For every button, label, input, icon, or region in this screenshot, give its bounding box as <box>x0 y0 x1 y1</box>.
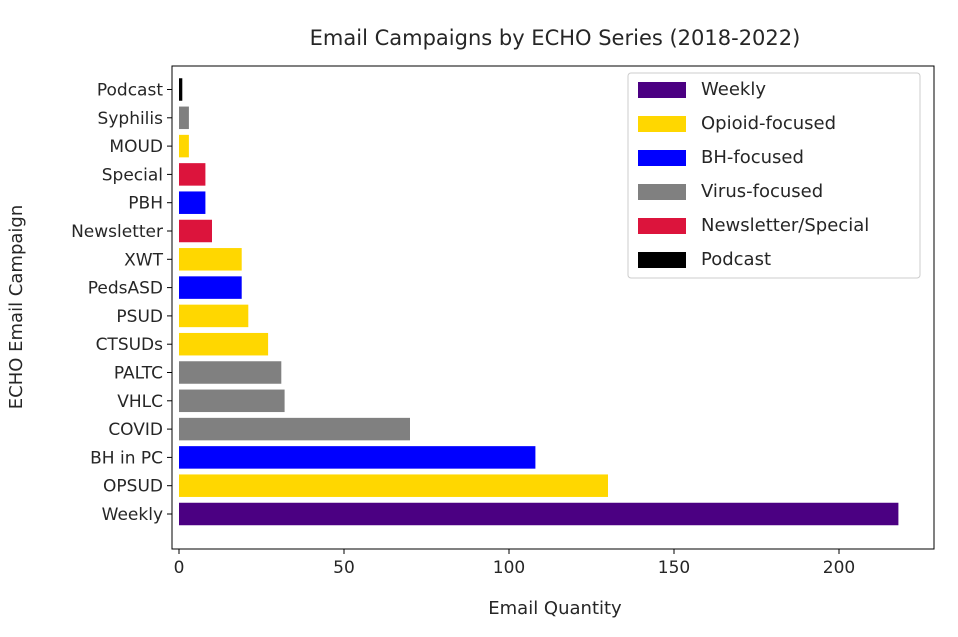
bar-special <box>179 163 206 186</box>
y-tick-label-psud: PSUD <box>116 307 163 327</box>
y-axis-label: ECHO Email Campaign <box>6 205 27 409</box>
y-tick-label-podcast: Podcast <box>97 81 163 101</box>
legend-label-newsletter-special: Newsletter/Special <box>701 215 869 236</box>
legend-swatch-opioid-focused <box>638 116 686 132</box>
bar-covid <box>179 417 410 441</box>
bar-weekly <box>179 502 899 526</box>
bar-newsletter <box>179 219 212 243</box>
y-tick-label-bh-in-pc: BH in PC <box>90 448 163 468</box>
y-tick-label-paltc: PALTC <box>114 364 163 384</box>
y-tick-label-pbh: PBH <box>128 194 163 214</box>
legend: Weekly Opioid-focused BH-focused Virus-focu… <box>627 72 921 279</box>
chart-title: Email Campaigns by ECHO Series (2018-202… <box>310 26 801 50</box>
x-tick-label-0: 0 <box>174 558 185 578</box>
bar-paltc <box>179 361 282 384</box>
bar-opsud <box>179 474 608 497</box>
x-tick-label-100: 100 <box>493 558 525 578</box>
legend-label-opioid-focused: Opioid-focused <box>701 113 836 134</box>
bar-xwt <box>179 248 242 271</box>
x-axis-ticks: 0 50 100 150 200 <box>174 549 855 578</box>
y-tick-label-opsud: OPSUD <box>103 477 163 497</box>
bar-syphilis <box>179 106 189 130</box>
legend-swatch-bh-focused <box>638 150 686 166</box>
x-tick-label-150: 150 <box>658 558 690 578</box>
legend-swatch-weekly <box>638 82 686 98</box>
bar-podcast <box>179 78 183 101</box>
y-tick-label-xwt: XWT <box>124 250 163 270</box>
plot-frame <box>171 65 935 550</box>
bar-vhlc <box>179 389 285 413</box>
y-tick-label-weekly: Weekly <box>102 505 163 525</box>
y-tick-label-moud: MOUD <box>109 137 163 157</box>
legend-swatch-virus-focused <box>638 184 686 200</box>
y-tick-label-newsletter: Newsletter <box>71 222 163 242</box>
y-tick-label-vhlc: VHLC <box>117 392 163 412</box>
y-tick-label-ctsuds: CTSUDs <box>96 335 164 355</box>
x-tick-label-200: 200 <box>823 558 855 578</box>
bars-layer <box>179 78 899 526</box>
bar-moud <box>179 134 189 158</box>
legend-swatch-podcast <box>638 252 686 268</box>
legend-frame <box>627 72 921 279</box>
y-tick-label-special: Special <box>102 165 163 185</box>
bar-psud <box>179 304 249 328</box>
legend-label-bh-focused: BH-focused <box>701 147 804 168</box>
legend-label-weekly: Weekly <box>701 79 766 100</box>
y-axis-ticks: Weekly OPSUD BH in PC COVID VHLC PALTC CTSUDs P… <box>71 81 172 525</box>
x-axis-label: Email Quantity <box>488 598 622 619</box>
bar-pedsasd <box>179 276 242 299</box>
x-tick-label-50: 50 <box>333 558 355 578</box>
bar-pbh <box>179 191 206 214</box>
legend-label-virus-focused: Virus-focused <box>701 181 823 202</box>
legend-swatch-newsletter-special <box>638 218 686 234</box>
bar-ctsuds <box>179 332 269 356</box>
y-tick-label-syphilis: Syphilis <box>98 109 164 129</box>
y-tick-label-covid: COVID <box>108 420 163 440</box>
y-tick-label-pedsasd: PedsASD <box>88 279 163 299</box>
bar-bh-in-pc <box>179 446 536 469</box>
legend-label-podcast: Podcast <box>701 249 771 270</box>
